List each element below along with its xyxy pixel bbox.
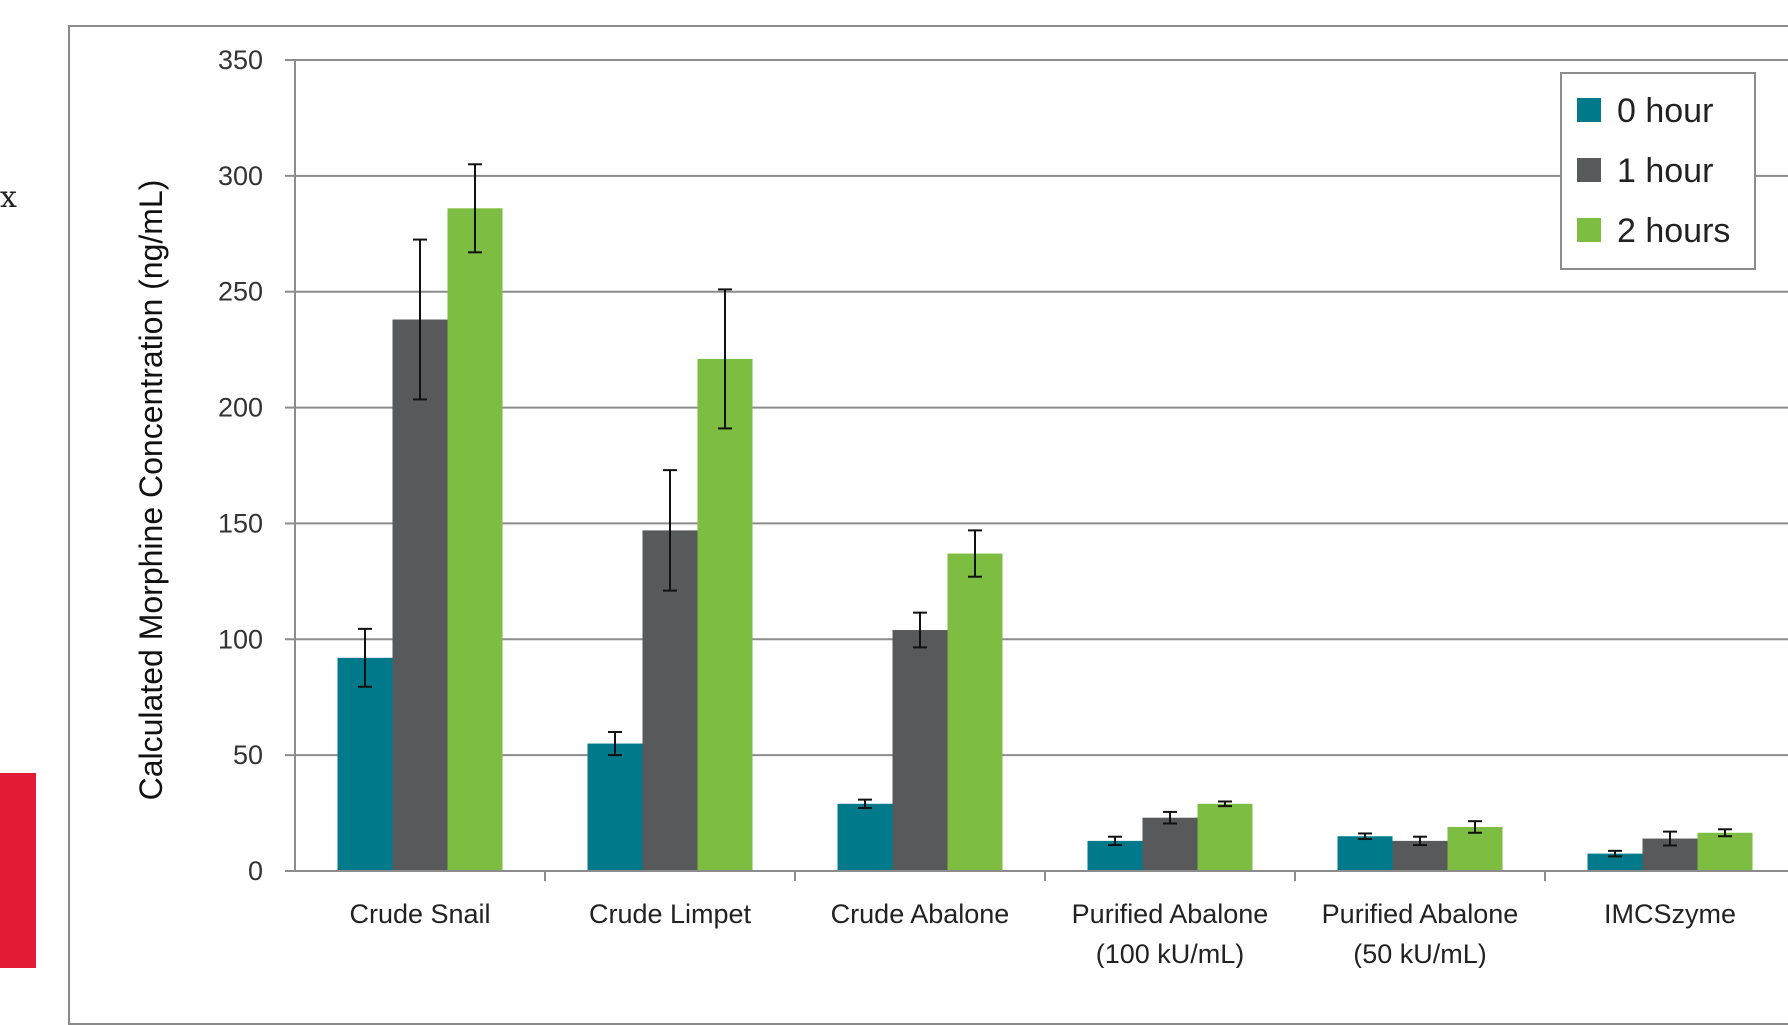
bar-chart: 0 50 100 150 200 250 300 350 Crude Snail Crude Li… [133,45,1788,968]
bar [1587,853,1643,871]
x-tick-label: Crude Limpet [589,899,752,929]
edge-glyph: x [0,180,17,215]
bar [892,630,948,871]
axes: 0 50 100 150 200 250 300 350 Crude Snail Crude Li… [218,45,1788,968]
bar [1197,803,1253,871]
legend-swatch [1577,98,1601,122]
legend-swatch [1577,218,1601,242]
y-tick-label: 200 [218,393,263,423]
legend: 0 hour 1 hour 2 hours [1560,72,1756,270]
y-tick-label: 250 [218,277,263,307]
bar [1697,832,1753,871]
bar [587,743,643,871]
y-tick-label: 0 [248,856,263,886]
y-tick-label: 300 [218,161,263,191]
bar [837,803,893,871]
bar [337,657,393,871]
legend-swatch [1577,158,1601,182]
red-accent-bar [0,773,36,968]
y-tick-label: 50 [233,740,263,770]
x-tick-label: Purified Abalone [1072,899,1269,929]
x-tick-label: Crude Snail [349,899,490,929]
bar [392,319,448,871]
y-axis-title: Calculated Morphine Concentration (ng/mL… [133,180,169,801]
bar [1447,826,1503,871]
legend-label: 1 hour [1617,152,1713,190]
bar [447,208,503,872]
x-tick-label: Purified Abalone [1322,899,1519,929]
bar [1142,817,1198,871]
legend-label: 2 hours [1617,212,1730,250]
x-tick-label: IMCSzyme [1604,899,1736,929]
x-tick-label: (100 kU/mL) [1096,939,1245,968]
bar [697,358,753,871]
bars [337,163,1753,872]
bar [1337,836,1393,871]
x-tick-label: Crude Abalone [831,899,1010,929]
y-tick-label: 350 [218,45,263,75]
x-tick-label: (50 kU/mL) [1353,939,1487,968]
bar [947,553,1003,871]
gridlines [295,59,1788,757]
y-tick-label: 150 [218,508,263,538]
y-tick-label: 100 [218,624,263,654]
legend-label: 0 hour [1617,92,1713,130]
